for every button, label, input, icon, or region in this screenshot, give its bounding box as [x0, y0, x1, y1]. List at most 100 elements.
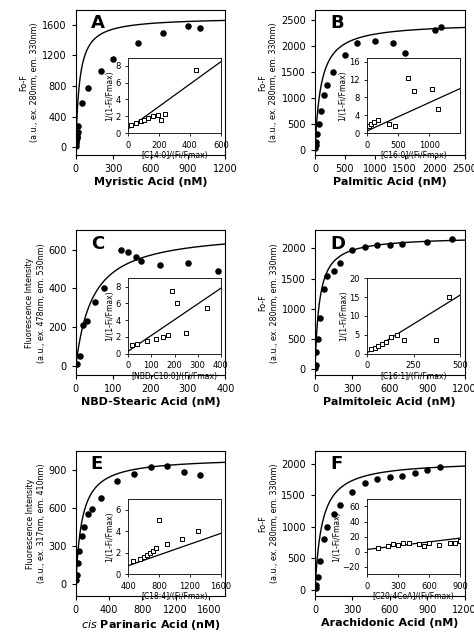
- Point: [73, 132, 81, 142]
- Point: [320, 90, 328, 100]
- Point: [78, 97, 86, 108]
- Point: [314, 333, 321, 344]
- Point: [89, 504, 96, 514]
- Point: [437, 22, 445, 33]
- Point: [312, 579, 320, 590]
- Point: [315, 119, 323, 129]
- Point: [336, 499, 344, 510]
- Point: [76, 351, 83, 362]
- Y-axis label: Fluorescence Intensity
(a.u., ex. 317nm, em. 410nm): Fluorescence Intensity (a.u., ex. 317nm,…: [26, 463, 46, 583]
- Point: [91, 297, 98, 307]
- X-axis label: Arachidonic Acid (nM): Arachidonic Acid (nM): [321, 618, 458, 628]
- Point: [448, 234, 456, 244]
- Text: C: C: [91, 235, 104, 253]
- Point: [164, 461, 171, 471]
- Point: [348, 487, 356, 497]
- Point: [184, 21, 192, 31]
- Point: [184, 258, 192, 269]
- Point: [74, 121, 82, 131]
- Point: [312, 583, 319, 593]
- Point: [389, 38, 397, 48]
- Point: [73, 138, 80, 149]
- Point: [330, 509, 337, 519]
- Point: [134, 38, 142, 48]
- Point: [132, 253, 139, 263]
- Y-axis label: Fo-F
(a.u., ex. 280nm, em. 330nm): Fo-F (a.u., ex. 280nm, em. 330nm): [258, 22, 278, 142]
- Point: [147, 462, 155, 472]
- Point: [399, 238, 406, 249]
- Point: [84, 83, 92, 94]
- X-axis label: Palmitoleic Acid (nM): Palmitoleic Acid (nM): [323, 397, 456, 407]
- Point: [73, 574, 80, 585]
- Point: [156, 260, 164, 271]
- Point: [374, 474, 381, 485]
- Point: [312, 140, 319, 151]
- Point: [117, 244, 125, 254]
- Point: [197, 470, 204, 480]
- Point: [73, 128, 81, 138]
- Point: [311, 363, 319, 373]
- Point: [341, 50, 349, 60]
- Point: [324, 522, 331, 532]
- Point: [401, 48, 409, 58]
- Y-axis label: Fluorescence Intensity
(a.u., ex. 478nm, em. 530nm): Fluorescence Intensity (a.u., ex. 478nm,…: [26, 243, 46, 363]
- Point: [73, 570, 81, 580]
- Point: [411, 468, 419, 478]
- Point: [423, 237, 431, 247]
- Point: [109, 53, 117, 63]
- Point: [73, 133, 81, 143]
- Point: [75, 545, 83, 556]
- Point: [78, 530, 86, 540]
- Text: D: D: [330, 235, 345, 253]
- Y-axis label: Fo-F
(a.u., ex. 280nm, em. 330nm): Fo-F (a.u., ex. 280nm, em. 330nm): [258, 463, 279, 583]
- Point: [320, 284, 328, 294]
- Point: [314, 129, 321, 139]
- Point: [336, 258, 344, 268]
- Point: [74, 558, 82, 569]
- Point: [137, 256, 145, 267]
- X-axis label: NBD-Stearic Acid (nM): NBD-Stearic Acid (nM): [81, 397, 220, 407]
- Point: [361, 478, 369, 488]
- Point: [312, 347, 320, 358]
- Point: [330, 266, 337, 276]
- Point: [323, 79, 331, 90]
- X-axis label: Palmitic Acid (nM): Palmitic Acid (nM): [333, 177, 447, 187]
- Point: [73, 140, 80, 151]
- Point: [124, 246, 132, 256]
- Point: [159, 28, 167, 38]
- Point: [114, 476, 121, 487]
- Point: [197, 23, 204, 33]
- Point: [83, 316, 91, 326]
- Point: [348, 244, 356, 254]
- Point: [312, 137, 320, 147]
- Point: [386, 472, 393, 483]
- Point: [97, 492, 105, 503]
- Point: [214, 266, 222, 276]
- Point: [353, 38, 361, 49]
- Y-axis label: Fo-F
(a.u., ex. 280nm, em. 330nm): Fo-F (a.u., ex. 280nm, em. 330nm): [19, 22, 39, 142]
- Point: [431, 25, 438, 35]
- Point: [361, 242, 369, 253]
- Point: [317, 106, 325, 116]
- Point: [73, 359, 81, 369]
- Point: [100, 283, 108, 294]
- Text: A: A: [91, 14, 105, 32]
- Point: [97, 65, 105, 76]
- Point: [423, 465, 431, 475]
- Point: [329, 67, 337, 77]
- Y-axis label: Fo-F
(a.u., ex. 280nm, em. 330nm): Fo-F (a.u., ex. 280nm, em. 330nm): [258, 243, 279, 363]
- Point: [399, 471, 406, 481]
- Point: [436, 462, 443, 472]
- Point: [73, 135, 80, 145]
- Text: F: F: [330, 455, 342, 473]
- Point: [316, 313, 324, 323]
- X-axis label: Myristic Acid (nM): Myristic Acid (nM): [94, 177, 207, 187]
- Point: [81, 522, 88, 532]
- Point: [73, 136, 80, 146]
- X-axis label: $\mathit{cis}$ Parinaric Acid (nM): $\mathit{cis}$ Parinaric Acid (nM): [81, 618, 220, 632]
- Point: [314, 572, 321, 582]
- Point: [73, 131, 81, 141]
- Point: [130, 469, 138, 479]
- Point: [386, 240, 393, 250]
- Point: [74, 127, 82, 137]
